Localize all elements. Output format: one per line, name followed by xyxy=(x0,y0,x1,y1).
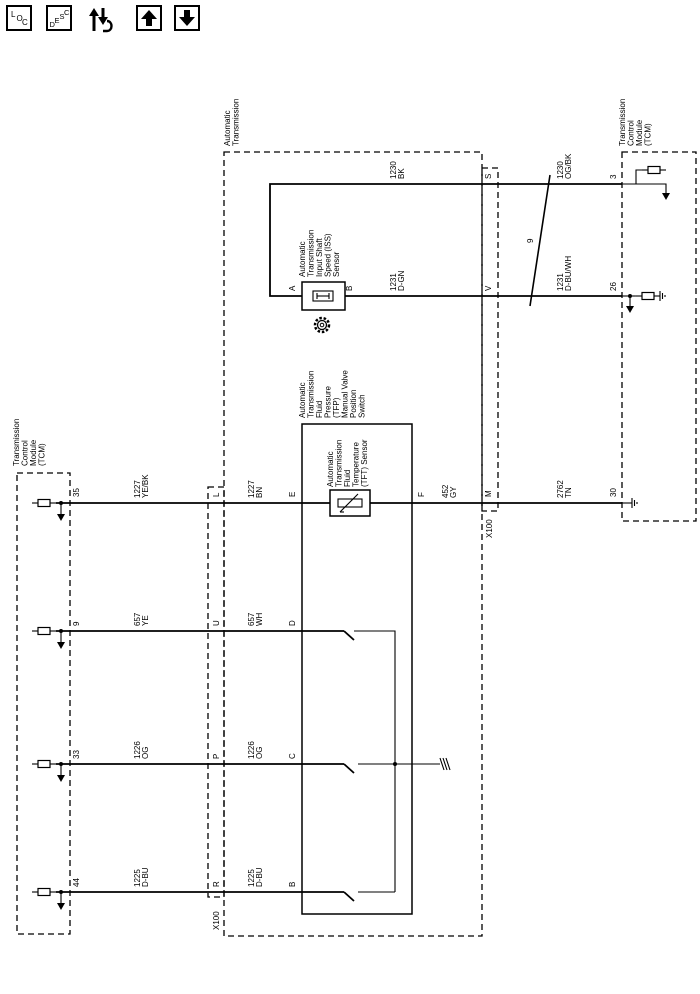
svg-text:1230OG/BK: 1230OG/BK xyxy=(556,153,573,179)
tft-sensor xyxy=(329,489,638,517)
wire-labels: 1227YE/BK 657YE 1226OG 1225D-BU 1227BN 6… xyxy=(133,153,573,887)
svg-text:B: B xyxy=(345,286,354,291)
tcm-pin-3 xyxy=(622,165,670,200)
gear-icon xyxy=(313,316,331,334)
twisted-pair-line xyxy=(529,174,551,307)
x100-left-label: X100 xyxy=(212,911,221,930)
svg-text:26: 26 xyxy=(609,282,618,291)
desc-letter-d: D xyxy=(50,20,56,29)
desc-letter-e: E xyxy=(55,16,60,25)
svg-text:L: L xyxy=(212,492,221,497)
signal-flow-button[interactable] xyxy=(86,4,116,34)
svg-text:D: D xyxy=(288,620,297,626)
right-tcm-label: Transmission Control Module (TCM) xyxy=(618,96,653,146)
circuit-1227 xyxy=(31,498,330,521)
tcm-pin-26 xyxy=(622,291,666,313)
location-button[interactable]: L O C xyxy=(6,5,32,31)
svg-text:657WH: 657WH xyxy=(247,612,264,626)
desc-letter-c: C xyxy=(64,8,70,17)
loc-letter-o: O xyxy=(17,14,23,23)
iss-sensor-label: Automatic Transmission Input Shaft Speed… xyxy=(298,227,341,277)
page-up-button[interactable] xyxy=(136,5,162,31)
svg-text:1226OG: 1226OG xyxy=(247,741,264,759)
svg-text:1231D-BU/WH: 1231D-BU/WH xyxy=(556,256,573,291)
desc-letter-s: S xyxy=(60,12,65,21)
svg-text:E: E xyxy=(288,492,297,497)
svg-text:452GY: 452GY xyxy=(441,484,458,498)
signal-flow-icon xyxy=(89,8,113,33)
svg-text:1231D-GN: 1231D-GN xyxy=(389,270,406,291)
svg-text:30: 30 xyxy=(609,488,618,497)
connector-icon xyxy=(31,759,57,769)
connector-icon xyxy=(31,626,57,636)
svg-text:R: R xyxy=(212,881,221,887)
svg-text:1225D-BU: 1225D-BU xyxy=(133,867,150,887)
x100-left-connector xyxy=(207,486,225,898)
svg-text:1226OG: 1226OG xyxy=(133,741,150,759)
svg-text:657YE: 657YE xyxy=(133,612,150,626)
svg-text:A: A xyxy=(288,285,297,291)
svg-text:U: U xyxy=(212,620,221,626)
svg-text:F: F xyxy=(417,492,426,497)
x100-right-label: X100 xyxy=(485,519,494,538)
left-tcm-box xyxy=(16,472,71,935)
svg-text:1230BK: 1230BK xyxy=(389,161,406,179)
twisted-pair-label: 9 xyxy=(526,238,535,243)
loc-letter-l: L xyxy=(11,10,16,19)
svg-text:S: S xyxy=(484,174,493,179)
right-tcm-box xyxy=(621,151,697,522)
svg-text:9: 9 xyxy=(72,621,81,626)
svg-text:35: 35 xyxy=(72,488,81,497)
circuit-1225 xyxy=(31,887,395,910)
connector-icon xyxy=(31,498,57,508)
svg-text:3: 3 xyxy=(609,174,618,179)
connector-icon xyxy=(635,291,661,301)
svg-text:B: B xyxy=(288,882,297,887)
tft-sensor-label: Automatic Transmission Fluid Temperature… xyxy=(326,437,369,487)
iss-sensor xyxy=(269,183,622,334)
svg-text:V: V xyxy=(484,285,493,291)
svg-text:C: C xyxy=(288,753,297,759)
connector-icon xyxy=(31,887,57,897)
arrow-up-icon xyxy=(141,10,157,26)
connector-icon xyxy=(641,165,667,175)
automatic-transmission-label: Automatic Transmission xyxy=(223,99,241,146)
loc-letter-c: C xyxy=(22,18,28,27)
svg-text:1227BN: 1227BN xyxy=(247,480,264,498)
tfp-switch-box xyxy=(301,423,413,915)
description-button[interactable]: D E S C xyxy=(46,5,72,31)
left-tcm-label: Transmission Control Module (TCM) xyxy=(12,416,47,466)
svg-text:44: 44 xyxy=(72,878,81,887)
pin-labels: 35 9 33 44 L U P R E D C B F S V M A B 3… xyxy=(72,174,618,887)
svg-text:1227YE/BK: 1227YE/BK xyxy=(133,474,150,498)
svg-text:P: P xyxy=(212,754,221,759)
svg-text:2762TN: 2762TN xyxy=(556,480,573,498)
circuit-657 xyxy=(31,626,396,892)
svg-text:M: M xyxy=(484,490,493,497)
page-down-button[interactable] xyxy=(174,5,200,31)
automatic-transmission-box xyxy=(223,151,483,937)
arrow-down-icon xyxy=(179,10,195,26)
svg-text:1225D-BU: 1225D-BU xyxy=(247,867,264,887)
svg-text:33: 33 xyxy=(72,750,81,759)
circuit-1226 xyxy=(31,757,451,782)
x100-right-connector xyxy=(481,167,499,512)
tfp-switch-label: Automatic Transmission Fluid Pressure (T… xyxy=(298,368,367,418)
